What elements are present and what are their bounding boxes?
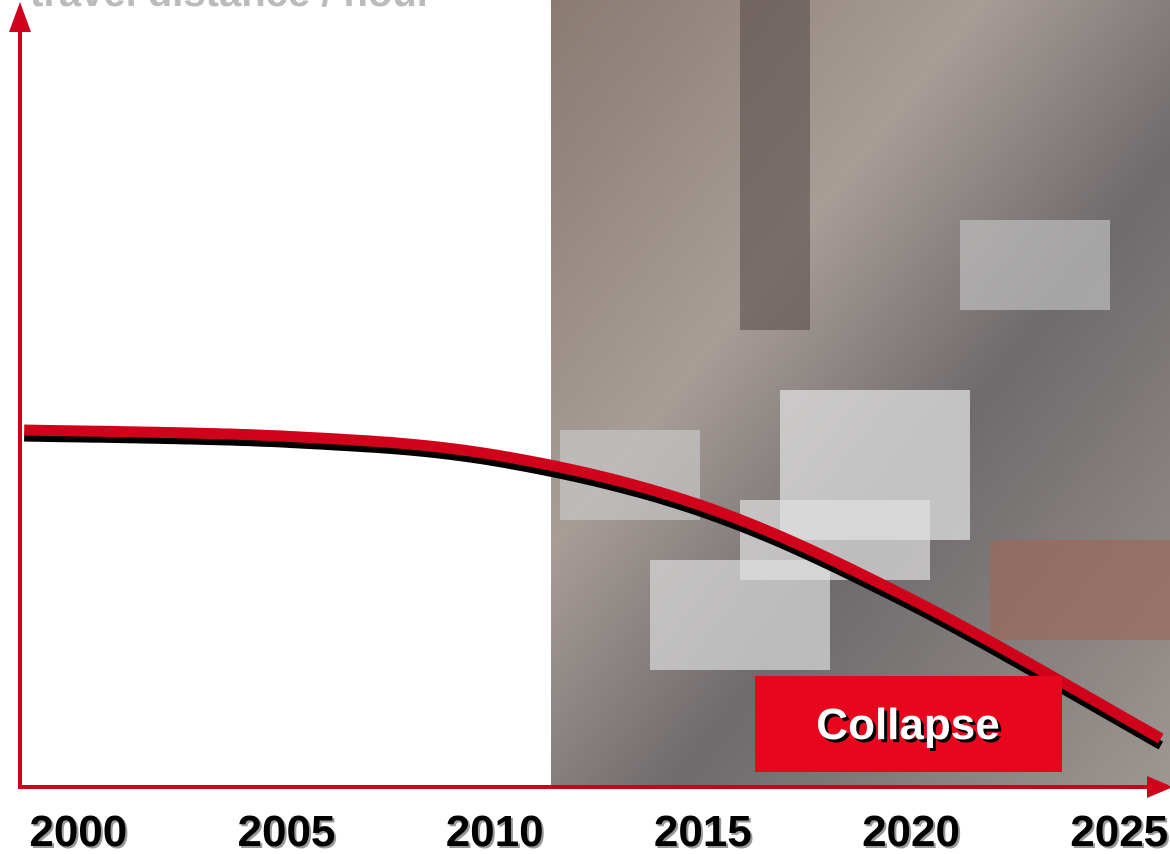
annotation: Collapse [816,700,999,749]
x-tick-shadow: 2015 [656,809,754,854]
x-tick-label: 2000 [29,807,127,854]
x-tick-label: 2015 [654,807,752,854]
y-axis-arrow [9,2,31,32]
x-tick-label: 2010 [446,807,544,854]
x-tick-label: 2025 [1070,807,1168,854]
chart-title: travel distance / hour [30,0,432,15]
x-tick-shadow: 2010 [448,809,546,854]
traffic-photo [551,0,1170,785]
x-axis-arrow [1147,776,1170,798]
x-tick-shadow: 2025 [1072,809,1170,854]
x-tick-label: 2020 [862,807,960,854]
line [24,424,1164,744]
x-tick-shadow: 2020 [864,809,962,854]
annotation-shadow: Collapse [819,703,1002,752]
x-tick-label: 2005 [238,807,336,854]
line-shadow [24,432,1164,750]
x-tick-shadow: 2000 [31,809,129,854]
x-tick-shadow: 2005 [240,809,338,854]
annotation-box [755,676,1062,772]
